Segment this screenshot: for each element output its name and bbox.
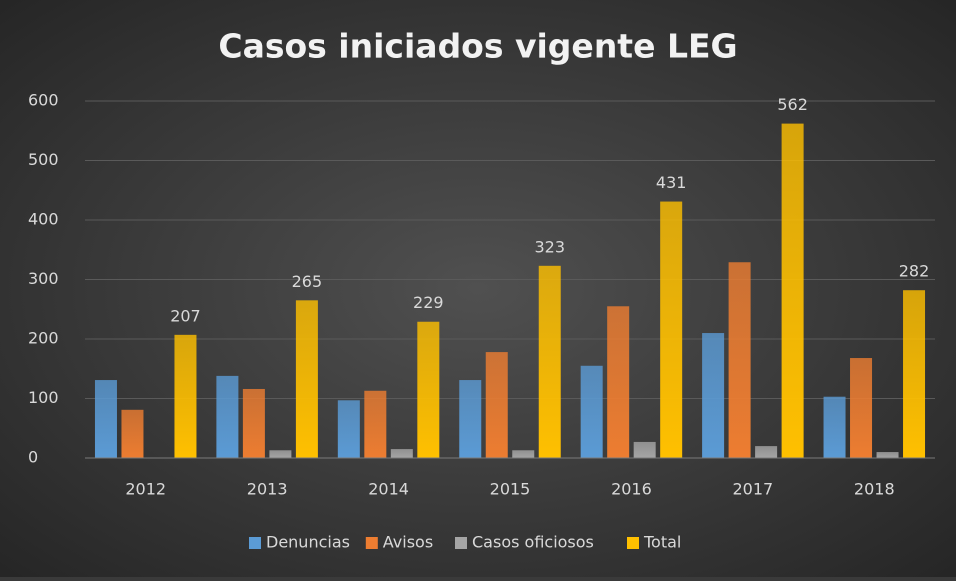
data-label: 282 <box>899 262 930 281</box>
bar <box>417 321 440 458</box>
bar <box>781 123 804 459</box>
legend-label: Total <box>643 533 681 552</box>
chart-title: Casos iniciados vigente LEG <box>218 27 737 66</box>
bar <box>633 441 656 458</box>
y-tick-label: 500 <box>28 150 59 169</box>
legend-label: Avisos <box>383 533 433 552</box>
data-label: 207 <box>170 306 201 325</box>
legend-label: Denuncias <box>266 533 350 552</box>
bar <box>242 388 265 458</box>
data-label: 229 <box>413 293 444 312</box>
bar <box>390 449 413 458</box>
bar <box>728 262 751 458</box>
bar <box>269 450 292 458</box>
bar <box>364 390 387 458</box>
bar <box>295 300 318 458</box>
y-tick-label: 100 <box>28 388 59 407</box>
x-tick-label: 2012 <box>125 480 166 499</box>
bar <box>337 400 360 458</box>
x-tick-label: 2018 <box>854 480 895 499</box>
data-label: 431 <box>656 173 687 192</box>
legend-swatch <box>249 537 261 549</box>
data-label: 562 <box>777 95 808 114</box>
bar <box>607 306 630 458</box>
legend-swatch <box>365 537 378 549</box>
y-tick-label: 200 <box>28 329 59 348</box>
bar <box>512 450 535 458</box>
bar <box>580 365 603 458</box>
bar <box>216 375 239 458</box>
data-label: 323 <box>534 237 565 256</box>
y-tick-label: 600 <box>28 91 59 110</box>
x-tick-label: 2013 <box>247 480 288 499</box>
bar <box>823 396 846 458</box>
x-tick-label: 2015 <box>490 480 531 499</box>
y-tick-label: 400 <box>28 210 59 229</box>
bar <box>174 334 197 458</box>
bar <box>94 380 117 458</box>
bar <box>903 290 926 458</box>
bar <box>755 446 778 458</box>
legend-label: Casos oficiosos <box>472 533 594 552</box>
x-tick-label: 2017 <box>732 480 773 499</box>
bar <box>538 265 561 458</box>
bar <box>850 358 873 458</box>
bar <box>459 380 482 458</box>
bar <box>660 201 683 458</box>
x-tick-label: 2014 <box>368 480 409 499</box>
legend-swatch <box>627 537 639 549</box>
bar <box>702 333 725 458</box>
bar <box>485 352 508 458</box>
bar <box>876 452 899 458</box>
x-tick-label: 2016 <box>611 480 652 499</box>
y-tick-label: 0 <box>28 448 38 467</box>
bar <box>121 409 144 458</box>
legend-swatch <box>455 537 467 549</box>
y-tick-label: 300 <box>28 269 59 288</box>
data-label: 265 <box>292 272 323 291</box>
